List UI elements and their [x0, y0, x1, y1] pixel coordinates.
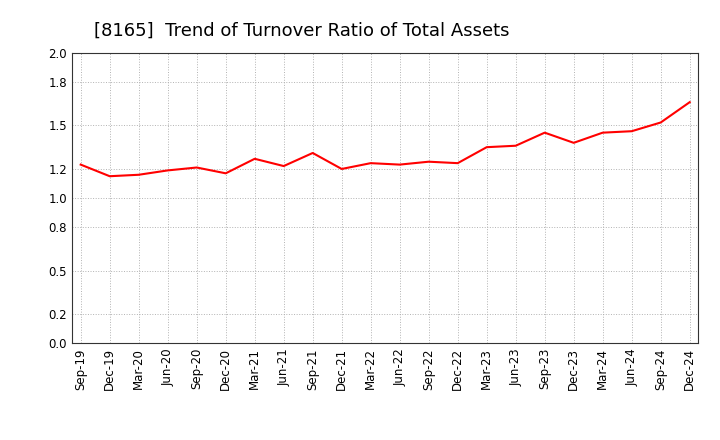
- Text: [8165]  Trend of Turnover Ratio of Total Assets: [8165] Trend of Turnover Ratio of Total …: [94, 22, 509, 40]
